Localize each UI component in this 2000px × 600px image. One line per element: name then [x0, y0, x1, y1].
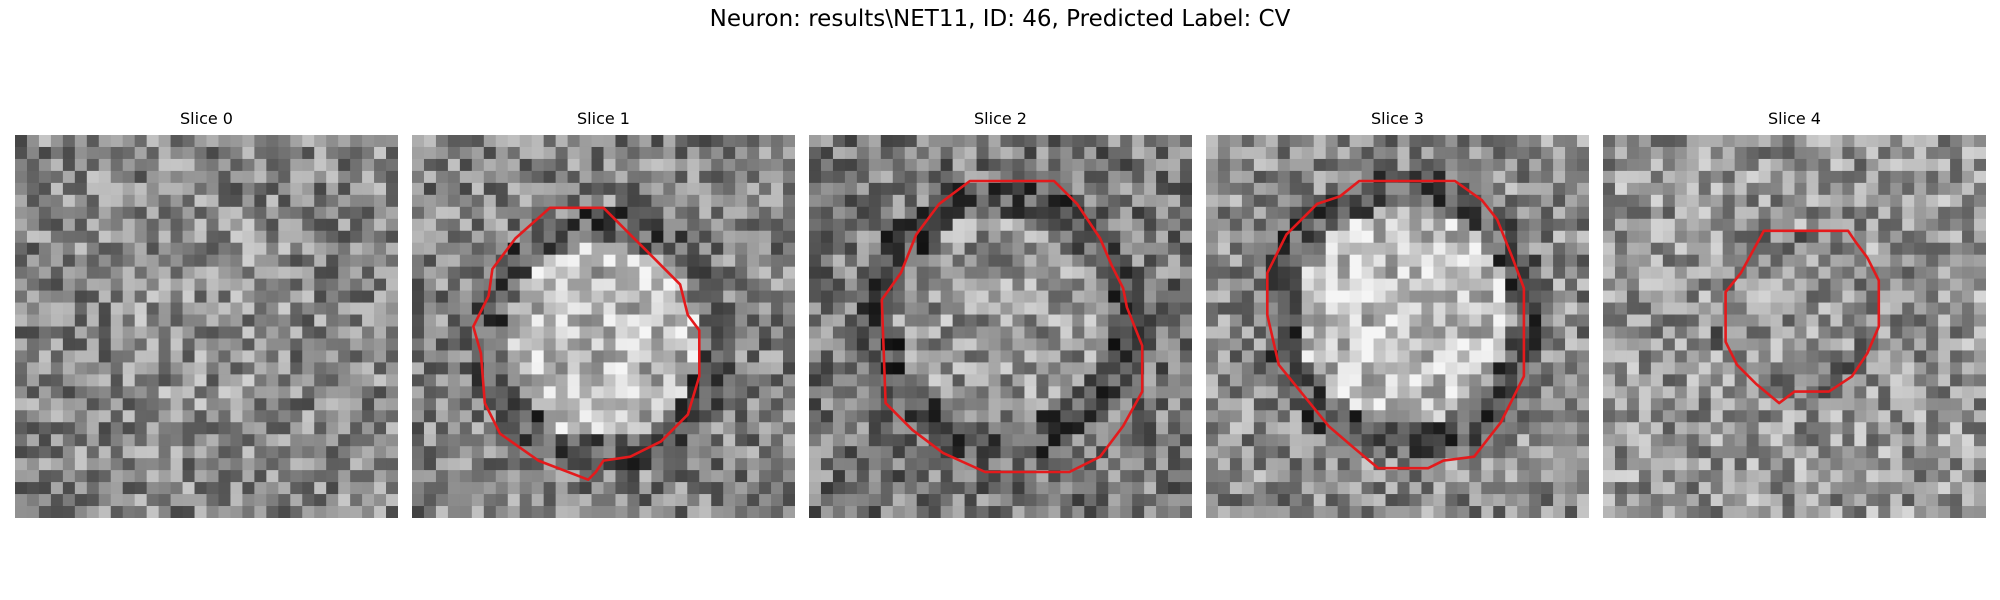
segmentation-contour-2 [880, 179, 1144, 474]
slice-title-3: Slice 3 [1371, 109, 1424, 128]
slice-panel-2: Slice 2 [809, 108, 1192, 520]
slice-title-4: Slice 4 [1768, 109, 1821, 128]
slice-panel-0: Slice 0 [15, 108, 398, 520]
slice-panel-1: Slice 1 [412, 108, 795, 520]
slice-image-3 [1206, 135, 1589, 518]
slice-title-0: Slice 0 [180, 109, 233, 128]
segmentation-contour-1 [471, 206, 701, 482]
slice-image-0 [15, 135, 398, 518]
segmentation-contour-4 [1724, 229, 1881, 405]
figure-title: Neuron: results\NET11, ID: 46, Predicted… [709, 6, 1291, 32]
slice-panel-4: Slice 4 [1603, 108, 1986, 520]
slice-title-1: Slice 1 [577, 109, 630, 128]
segmentation-contour-3 [1265, 179, 1526, 470]
slice-image-1 [412, 135, 795, 518]
slice-panel-3: Slice 3 [1206, 108, 1589, 520]
slice-title-2: Slice 2 [974, 109, 1027, 128]
slice-image-2 [809, 135, 1192, 518]
slice-image-4 [1603, 135, 1986, 518]
